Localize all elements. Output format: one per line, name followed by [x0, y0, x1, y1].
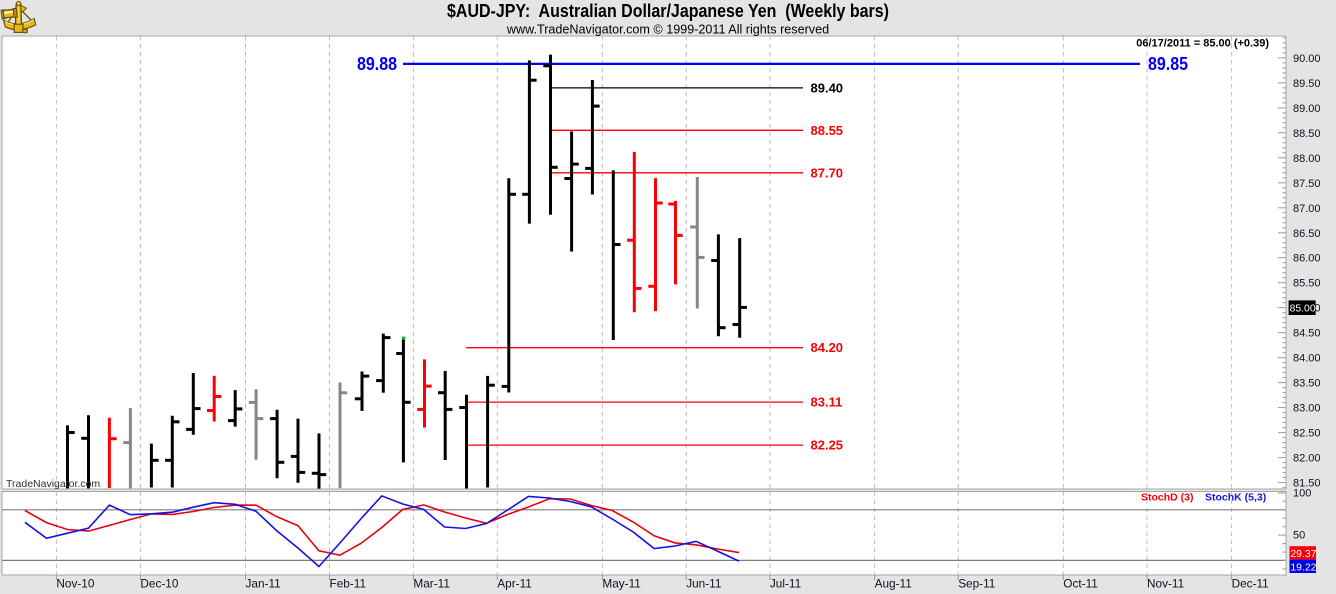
svg-text:May-11: May-11	[602, 577, 640, 591]
svg-text:06/17/2011 = 85.00 (+0.39): 06/17/2011 = 85.00 (+0.39)	[1136, 38, 1269, 50]
svg-text:www.TradeNavigator.com © 1999-: www.TradeNavigator.com © 1999-2011 All r…	[506, 23, 829, 37]
svg-text:19.22: 19.22	[1290, 562, 1316, 573]
svg-text:50: 50	[1293, 530, 1305, 542]
svg-text:StochK (5,3): StochK (5,3)	[1205, 492, 1266, 504]
svg-text:84.00: 84.00	[1293, 353, 1321, 365]
svg-text:89.88: 89.88	[357, 54, 397, 74]
svg-text:87.50: 87.50	[1293, 178, 1321, 190]
svg-text:87.70: 87.70	[811, 165, 844, 180]
svg-text:84.20: 84.20	[811, 340, 844, 355]
svg-text:83.50: 83.50	[1293, 378, 1321, 390]
svg-text:Oct-11: Oct-11	[1063, 577, 1098, 591]
svg-text:83.11: 83.11	[811, 395, 843, 410]
svg-text:85.00: 85.00	[1290, 304, 1316, 315]
svg-text:Apr-11: Apr-11	[497, 577, 532, 591]
svg-text:Jan-11: Jan-11	[246, 577, 281, 591]
svg-text:89.50: 89.50	[1293, 78, 1321, 90]
svg-text:Dec-11: Dec-11	[1232, 577, 1269, 591]
svg-text:$AUD-JPY: Australian Dollar/J: $AUD-JPY: Australian Dollar/Japanese Yen…	[447, 1, 889, 21]
svg-text:83.00: 83.00	[1293, 403, 1321, 415]
svg-text:86.50: 86.50	[1293, 228, 1321, 240]
svg-text:Aug-11: Aug-11	[875, 577, 912, 591]
svg-text:89.40: 89.40	[811, 80, 844, 95]
svg-text:89.00: 89.00	[1293, 103, 1321, 115]
svg-text:Nov-10: Nov-10	[56, 577, 94, 591]
svg-text:Mar-11: Mar-11	[413, 577, 450, 591]
svg-text:TradeNavigator.com: TradeNavigator.com	[6, 478, 100, 490]
svg-text:87.00: 87.00	[1293, 203, 1321, 215]
svg-text:Jul-11: Jul-11	[770, 577, 801, 591]
svg-text:88.00: 88.00	[1293, 153, 1321, 165]
svg-text:StochD (3): StochD (3)	[1141, 492, 1194, 504]
svg-text:Feb-11: Feb-11	[330, 577, 367, 591]
svg-text:Dec-10: Dec-10	[140, 577, 178, 591]
svg-text:89.85: 89.85	[1148, 54, 1188, 74]
svg-text:86.00: 86.00	[1293, 253, 1321, 265]
svg-text:29.37: 29.37	[1290, 549, 1316, 560]
svg-text:Jun-11: Jun-11	[686, 577, 721, 591]
svg-text:84.50: 84.50	[1293, 328, 1321, 340]
svg-text:82.00: 82.00	[1293, 453, 1321, 465]
svg-text:90.00: 90.00	[1293, 53, 1321, 65]
svg-text:Nov-11: Nov-11	[1147, 577, 1184, 591]
svg-text:88.50: 88.50	[1293, 128, 1321, 140]
svg-text:100: 100	[1293, 488, 1311, 500]
svg-text:82.25: 82.25	[811, 438, 844, 453]
svg-text:Sep-11: Sep-11	[958, 577, 995, 591]
svg-text:85.50: 85.50	[1293, 278, 1321, 290]
svg-text:88.55: 88.55	[811, 123, 844, 138]
svg-text:82.50: 82.50	[1293, 428, 1321, 440]
svg-text:81.50: 81.50	[1293, 478, 1321, 490]
